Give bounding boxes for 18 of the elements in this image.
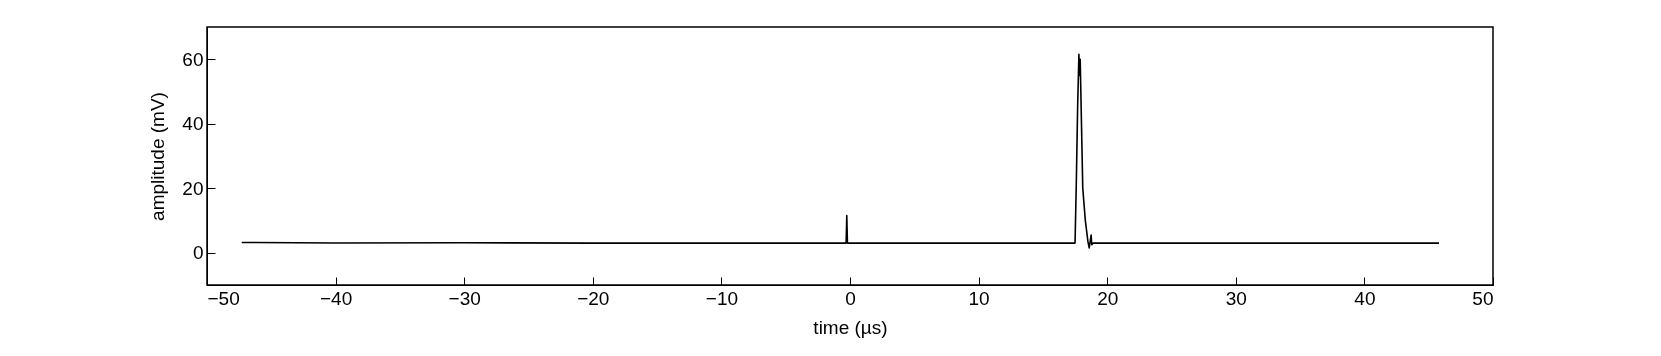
y-tick-label: 20	[182, 177, 204, 199]
line-series	[240, 53, 1440, 249]
x-tick-label: −10	[705, 287, 739, 309]
x-tick-label: −50	[207, 287, 240, 309]
y-tick-label: 40	[182, 113, 204, 135]
y-axis-title: amplitude (mV)	[147, 92, 169, 221]
x-tick-label: −30	[448, 287, 481, 309]
x-tick-label: −40	[319, 287, 353, 309]
x-tick-label: 10	[968, 287, 990, 309]
x-tick-label: 50	[1472, 287, 1494, 309]
x-tick-label: 0	[845, 287, 856, 309]
y-tick-label: 0	[192, 242, 204, 264]
x-tick-label: 20	[1097, 287, 1119, 309]
x-tick-label: 40	[1354, 287, 1376, 309]
y-tick-label: 60	[182, 48, 204, 70]
x-axis-title: time (µs)	[813, 316, 888, 338]
x-tick-label: 30	[1225, 287, 1247, 309]
x-tick-label: −20	[577, 287, 610, 309]
